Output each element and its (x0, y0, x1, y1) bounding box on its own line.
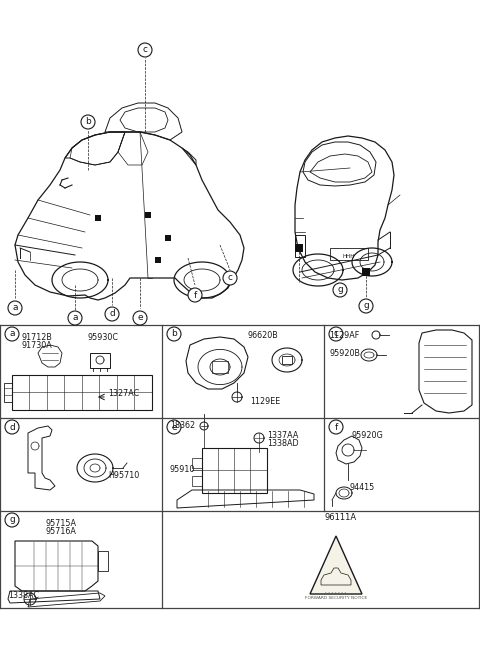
Circle shape (138, 43, 152, 57)
Text: d: d (109, 310, 115, 319)
Bar (295, 235, 305, 257)
Circle shape (167, 420, 181, 434)
Circle shape (105, 307, 119, 321)
Text: HHH: HHH (343, 255, 355, 259)
Circle shape (333, 283, 347, 297)
Circle shape (68, 311, 82, 325)
Text: e: e (137, 314, 143, 323)
Text: 1129AF: 1129AF (329, 330, 359, 340)
Circle shape (359, 299, 373, 313)
Text: - - - - - - -: - - - - - - - (325, 590, 347, 594)
Bar (362, 268, 370, 276)
Text: 94415: 94415 (349, 483, 374, 492)
Bar (145, 212, 151, 218)
Text: 95910: 95910 (170, 465, 195, 474)
Text: c: c (228, 273, 232, 283)
Circle shape (223, 271, 237, 285)
Text: a: a (72, 314, 78, 323)
Text: e: e (171, 422, 177, 432)
Bar (192, 476, 202, 486)
Circle shape (5, 327, 19, 341)
Bar (12, 375, 152, 410)
Text: c: c (334, 329, 338, 338)
Bar (4, 383, 12, 402)
Circle shape (5, 513, 19, 527)
Circle shape (133, 311, 147, 325)
Bar (90, 353, 110, 368)
Bar (295, 244, 303, 252)
Text: g: g (337, 286, 343, 294)
Circle shape (81, 115, 95, 129)
Bar (165, 235, 171, 241)
Text: 1338AC: 1338AC (8, 592, 39, 601)
Text: 91730A: 91730A (22, 340, 53, 349)
Circle shape (188, 288, 202, 302)
Circle shape (8, 301, 22, 315)
Bar (330, 248, 368, 260)
Text: g: g (9, 516, 15, 524)
Text: 1129EE: 1129EE (250, 397, 280, 406)
Text: 95920B: 95920B (329, 349, 360, 358)
Circle shape (5, 420, 19, 434)
Circle shape (167, 327, 181, 341)
Text: FORWARD SECURITY NOTICE: FORWARD SECURITY NOTICE (305, 596, 367, 600)
Circle shape (329, 420, 343, 434)
Bar (98, 551, 108, 571)
Text: f: f (193, 290, 197, 299)
Bar (192, 458, 202, 468)
Text: 95716A: 95716A (45, 527, 76, 537)
Text: 1327AC: 1327AC (108, 389, 139, 397)
Text: 96620B: 96620B (247, 330, 278, 340)
Text: 95930C: 95930C (88, 332, 119, 341)
Circle shape (329, 327, 343, 341)
Bar (95, 215, 101, 221)
Text: H95710: H95710 (108, 472, 139, 481)
Text: 1338AD: 1338AD (267, 439, 299, 448)
Text: b: b (85, 117, 91, 126)
Text: c: c (143, 45, 147, 54)
Polygon shape (310, 536, 362, 594)
Text: 18362: 18362 (170, 421, 195, 430)
Text: b: b (171, 329, 177, 338)
Bar (155, 257, 161, 263)
Bar (202, 448, 267, 493)
Text: f: f (335, 422, 337, 432)
Text: g: g (363, 301, 369, 310)
Text: 96111A: 96111A (325, 513, 357, 522)
Text: 95920G: 95920G (352, 432, 384, 441)
Text: a: a (12, 303, 18, 312)
Text: a: a (9, 329, 15, 338)
Text: d: d (9, 422, 15, 432)
Text: 95715A: 95715A (45, 518, 76, 527)
Bar (212, 361, 228, 373)
Text: 1337AA: 1337AA (267, 432, 299, 441)
Text: 91712B: 91712B (22, 332, 53, 341)
Bar (282, 356, 292, 364)
